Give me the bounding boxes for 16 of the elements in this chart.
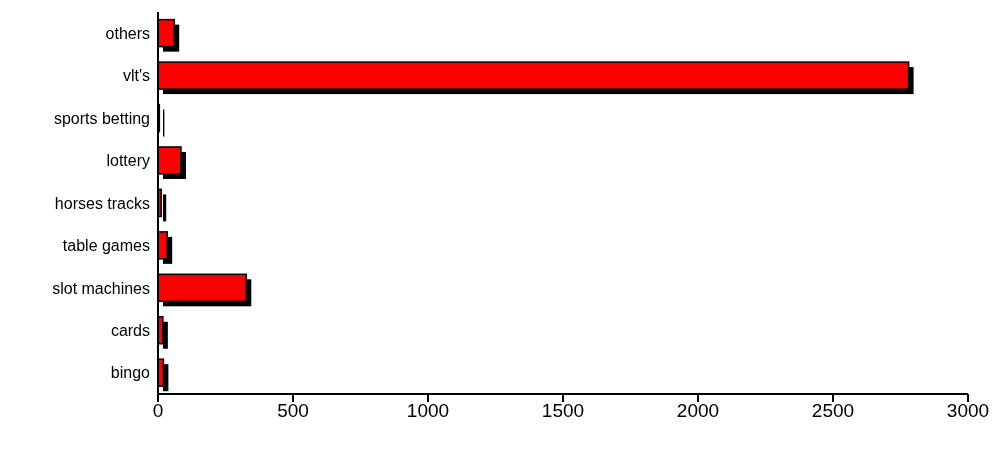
x-tick-label: 1500 — [541, 400, 585, 422]
y-tick-label: cards — [110, 322, 150, 340]
x-tick-label: 3000 — [946, 400, 990, 422]
x-tick-label: 0 — [152, 400, 164, 422]
y-tick-label: vlt's — [122, 67, 150, 85]
x-tick-label: 500 — [277, 400, 309, 422]
x-tick-label: 1000 — [406, 400, 450, 422]
y-tick-label: slot machines — [52, 279, 150, 297]
y-tick-label: lottery — [106, 152, 150, 170]
y-tick-label: bingo — [110, 364, 151, 382]
x-tick-label: 2500 — [811, 400, 855, 422]
y-tick-label: sports betting — [53, 109, 150, 127]
y-tick-label: horses tracks — [54, 194, 150, 212]
x-tick-label: 2000 — [676, 400, 720, 422]
y-tick-label: others — [105, 24, 150, 42]
y-tick-label: table games — [62, 237, 150, 255]
